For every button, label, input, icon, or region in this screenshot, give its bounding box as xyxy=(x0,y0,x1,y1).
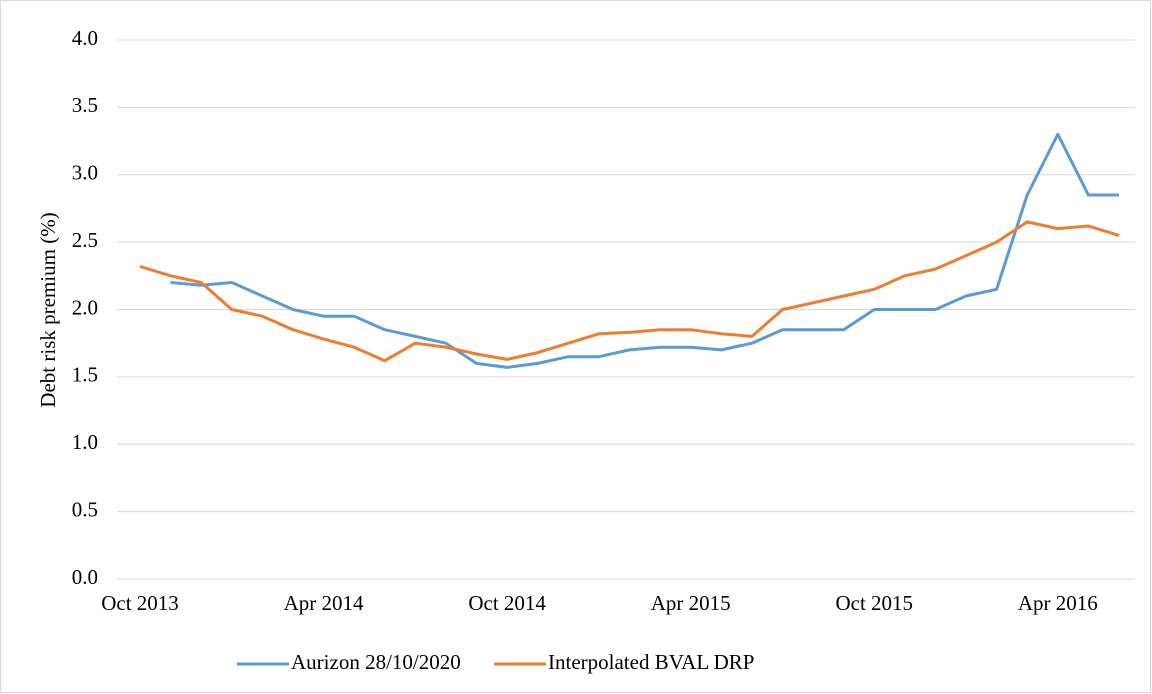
series-line xyxy=(139,220,1120,363)
y-axis-label: Debt risk premium (%) xyxy=(36,212,60,407)
x-tick-label: Apr 2014 xyxy=(284,591,364,615)
y-tick-label: 2.0 xyxy=(72,295,98,319)
y-tick-label: 4.0 xyxy=(72,26,98,50)
x-tick-label: Oct 2013 xyxy=(101,591,179,615)
legend-label: Aurizon 28/10/2020 xyxy=(291,650,461,674)
legend-label: Interpolated BVAL DRP xyxy=(548,650,754,674)
y-tick-label: 1.0 xyxy=(72,430,98,454)
y-tick-label: 3.0 xyxy=(72,161,98,185)
y-tick-label: 3.5 xyxy=(72,93,98,117)
y-tick-label: 2.5 xyxy=(72,228,98,252)
x-tick-label: Oct 2015 xyxy=(835,591,913,615)
y-tick-label: 1.5 xyxy=(72,363,98,387)
x-tick-label: Oct 2014 xyxy=(468,591,546,615)
x-tick-label: Apr 2016 xyxy=(1018,591,1098,615)
y-tick-label: 0.0 xyxy=(72,565,98,589)
series-line xyxy=(170,132,1119,369)
x-tick-label: Apr 2015 xyxy=(651,591,731,615)
y-tick-label: 0.5 xyxy=(72,497,98,521)
